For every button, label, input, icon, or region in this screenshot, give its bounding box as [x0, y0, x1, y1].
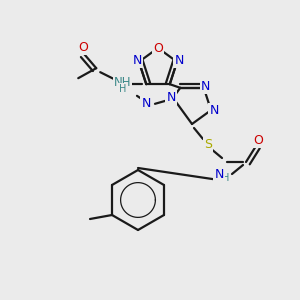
Text: N: N [166, 91, 176, 104]
Text: O: O [253, 134, 263, 146]
Text: N: N [201, 80, 210, 93]
Text: O: O [78, 41, 88, 54]
Text: N: N [141, 97, 151, 110]
Text: O: O [153, 41, 163, 55]
Text: S: S [204, 137, 212, 151]
Text: N: N [132, 54, 142, 67]
Text: H: H [222, 173, 230, 183]
Text: N: N [214, 167, 224, 181]
Text: N: N [174, 54, 184, 67]
Text: NH: NH [113, 76, 131, 89]
Text: H: H [118, 84, 126, 94]
Text: N: N [209, 104, 219, 117]
